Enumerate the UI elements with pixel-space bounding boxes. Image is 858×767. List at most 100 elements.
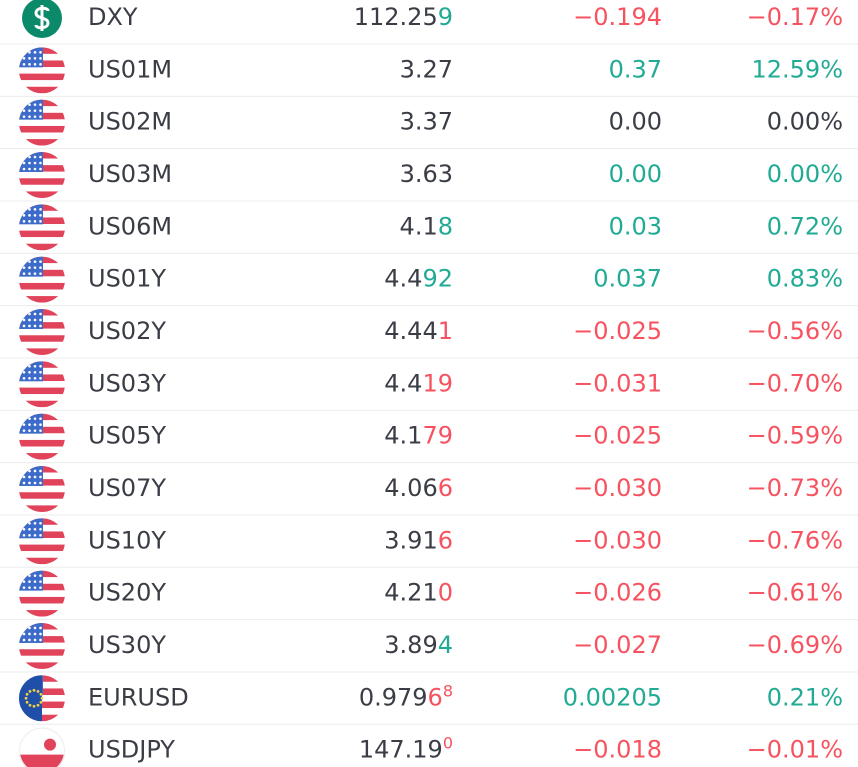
star [33, 475, 37, 479]
watchlist-row[interactable]: DXY 112.259 −0.194 −0.17% [0, 0, 858, 45]
change-percent: −0.69% [747, 631, 843, 659]
star [28, 161, 31, 165]
flag-us [19, 465, 65, 512]
star [39, 260, 42, 263]
star [28, 580, 31, 583]
watchlist-row[interactable]: US30Y 3.894 −0.027 −0.69% [0, 622, 858, 673]
star [33, 208, 37, 211]
flag-us [19, 518, 65, 565]
star [39, 522, 42, 525]
stripe [19, 171, 65, 179]
watchlist-row[interactable]: US10Y 3.916 −0.030 −0.76% [0, 518, 858, 568]
change-percent: −0.73% [747, 474, 843, 502]
symbol: USDJPY [88, 736, 175, 764]
symbol: US02Y [88, 317, 166, 345]
watchlist-row[interactable]: USDJPY 147.190 −0.018 −0.01% [19, 727, 843, 767]
watchlist-row[interactable]: US01Y 4.492 0.037 0.83% [0, 256, 858, 307]
star [28, 632, 31, 636]
star [22, 423, 26, 426]
last-price-part: 79 [422, 422, 453, 450]
star [22, 534, 26, 537]
star [22, 678, 26, 682]
change-percent: −0.61% [747, 579, 843, 607]
watchlist-row[interactable]: EURUSD 0.97968 0.00205 0.21% [0, 675, 858, 725]
icon-ring [19, 727, 65, 767]
star [33, 155, 37, 159]
star [39, 63, 42, 66]
change: 0.03 [609, 212, 662, 240]
last-price-part: 6 [428, 683, 443, 711]
stripe [19, 433, 65, 440]
stripe [19, 439, 65, 447]
last-price-part: 19 [422, 369, 453, 397]
star [33, 57, 37, 60]
star [39, 214, 42, 217]
star [22, 574, 26, 577]
last-price-part: 4.06 [384, 474, 437, 502]
watchlist-row[interactable]: US02Y 4.441 −0.025 −0.56% [0, 308, 858, 359]
eu-star [25, 692, 29, 696]
star [28, 103, 31, 106]
star [22, 272, 26, 275]
watchlist-row[interactable]: US03Y 4.419 −0.031 −0.70% [0, 361, 858, 411]
star [39, 469, 42, 473]
change-percent: 0.21% [767, 683, 843, 711]
star [28, 266, 31, 269]
symbol: US30Y [88, 631, 166, 659]
star [33, 51, 37, 54]
last-price-part: 6 [438, 526, 453, 554]
watchlist-row[interactable]: US02M 3.37 0.00 0.00% [0, 99, 858, 150]
star [39, 574, 42, 577]
star [33, 318, 37, 322]
watchlist-row[interactable]: US01M 3.27 0.37 12.59% [0, 47, 858, 97]
star [33, 109, 37, 112]
symbol-icon [19, 47, 65, 94]
last-price: 4.179 [384, 422, 453, 450]
change-percent: −0.56% [747, 317, 843, 345]
change: −0.030 [573, 526, 662, 554]
star [33, 324, 37, 328]
star [33, 626, 37, 630]
change: 0.00205 [563, 683, 662, 711]
change: −0.194 [573, 3, 662, 31]
last-price: 3.37 [400, 108, 453, 136]
star [22, 115, 26, 118]
watchlist-row[interactable]: US07Y 4.066 −0.030 −0.73% [0, 465, 858, 516]
star [39, 312, 42, 316]
star [22, 266, 26, 269]
star [28, 475, 31, 479]
star [39, 371, 42, 374]
watchlist-row[interactable]: US03M 3.63 0.00 0.00% [0, 151, 858, 202]
last-price-part: 4.4 [384, 265, 422, 293]
star [39, 528, 42, 531]
last-price-part: 3.89 [384, 631, 437, 659]
change-percent: 0.72% [767, 212, 843, 240]
watchlist-row[interactable]: US06M 4.18 0.03 0.72% [0, 204, 858, 254]
flag-us [19, 570, 65, 617]
stripe [19, 230, 65, 238]
star [22, 51, 26, 54]
star [22, 220, 26, 223]
star [22, 57, 26, 60]
stripe [19, 551, 65, 558]
stripe [19, 237, 65, 244]
last-price: 3.894 [384, 631, 453, 659]
last-price-part: 0 [438, 579, 453, 607]
star [28, 638, 31, 642]
symbol-icon [19, 151, 65, 198]
watchlist-row[interactable]: US05Y 4.179 −0.025 −0.59% [0, 413, 858, 464]
star [28, 167, 31, 171]
star [28, 63, 31, 66]
change-percent: −0.59% [747, 422, 843, 450]
eu-star [25, 700, 29, 704]
star [28, 534, 31, 537]
star [39, 109, 42, 112]
symbol-icon [19, 256, 65, 303]
star [39, 324, 42, 328]
stripe [19, 453, 65, 460]
flag-us [19, 413, 65, 460]
watchlist-row[interactable]: US20Y 4.210 −0.026 −0.61% [0, 570, 858, 621]
change: 0.00 [609, 108, 662, 136]
flag-eu [19, 675, 44, 722]
last-price: 4.18 [400, 212, 453, 240]
